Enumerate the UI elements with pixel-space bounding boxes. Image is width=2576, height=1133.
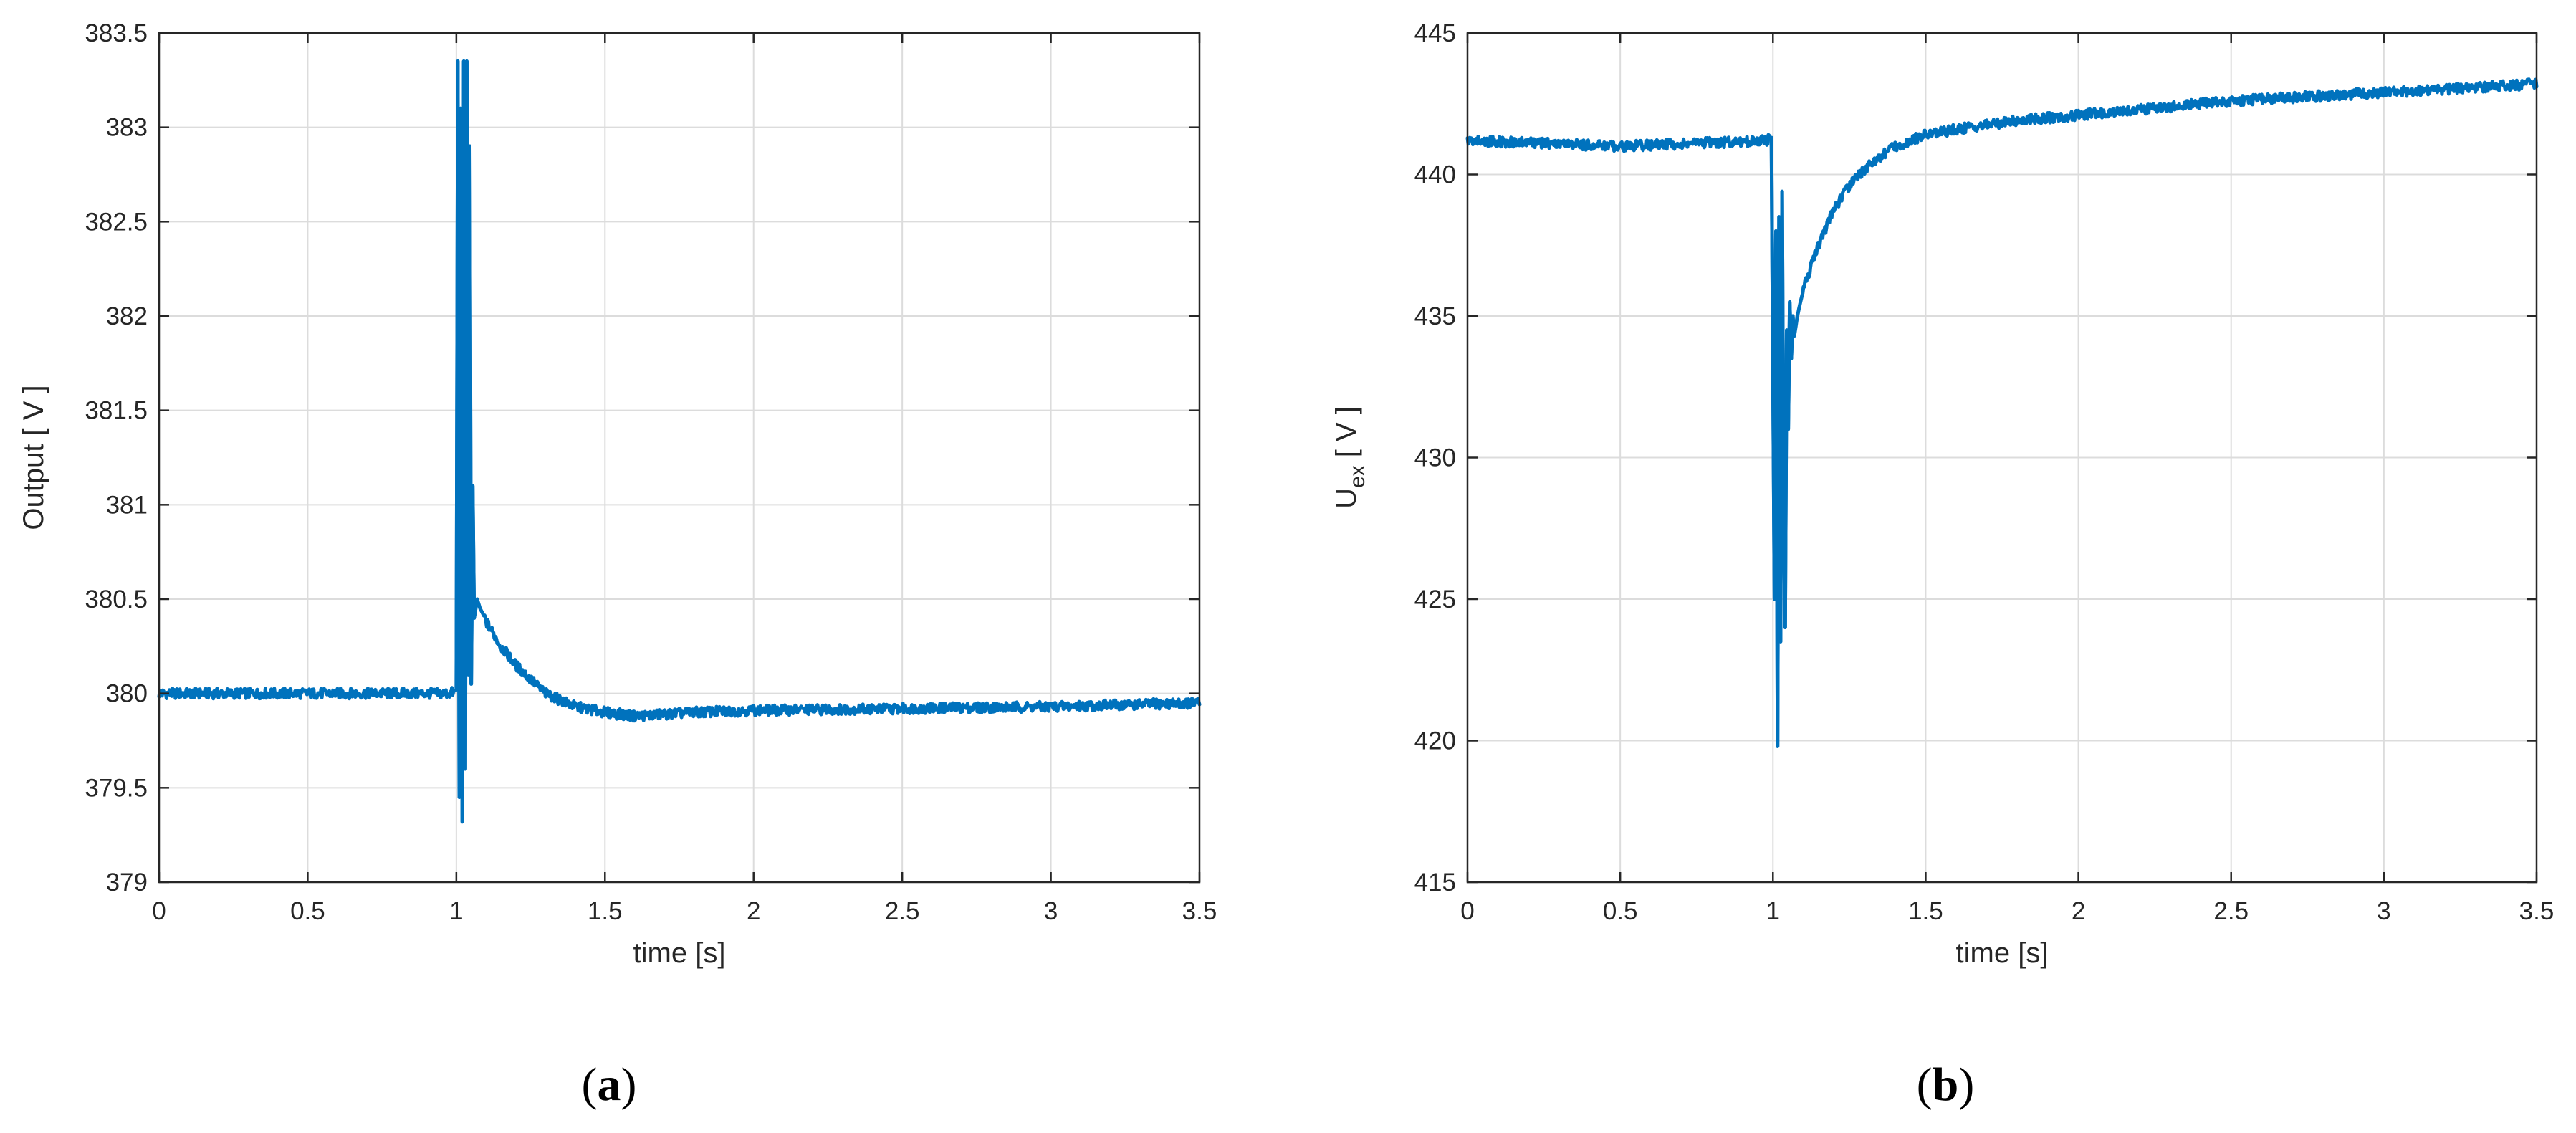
- x-tick-label: 3: [2377, 897, 2390, 925]
- chart-a: 0 0.5 1 1.5 2 2.5 3 3.5 379 379.5 380 380.5 381 381.5…: [18, 19, 1217, 969]
- x-tick-label: 0: [152, 897, 166, 925]
- y-tick-label: 379.5: [85, 774, 148, 802]
- x-tick-label: 0.5: [290, 897, 325, 925]
- x-tick-label: 1: [449, 897, 463, 925]
- x-tick-label: 3.5: [1182, 897, 1217, 925]
- y-tick-label: 383: [106, 114, 148, 142]
- y-axis-label: Output [ V ]: [18, 385, 49, 530]
- x-axis-label: time [s]: [633, 937, 726, 969]
- series-line: [1465, 77, 2539, 748]
- y-tick-label: 435: [1414, 302, 1456, 330]
- x-tick-label: 3.5: [2519, 897, 2555, 925]
- y-tick-label: 382.5: [85, 208, 148, 236]
- y-tick-label: 430: [1414, 444, 1456, 472]
- x-tick-label: 2: [747, 897, 760, 925]
- y-tick-label: 415: [1414, 869, 1456, 897]
- x-tick-label: 0: [1460, 897, 1474, 925]
- series-spike: [1769, 135, 1796, 748]
- panel-label-a: (a): [582, 1058, 637, 1111]
- y-tick-label: 381: [106, 491, 148, 519]
- chart-b: 0 0.5 1 1.5 2 2.5 3 3.5 415 420 425 430 435 440 445 tim…: [1331, 19, 2554, 969]
- y-tick-label: 379: [106, 869, 148, 897]
- y-tick-label: 425: [1414, 585, 1456, 613]
- y-tick-label: 445: [1414, 19, 1456, 47]
- x-tick-label: 0.5: [1603, 897, 1638, 925]
- y-tick-label: 382: [106, 302, 148, 330]
- x-tick-label: 1.5: [1908, 897, 1943, 925]
- y-tick-label: 440: [1414, 161, 1456, 189]
- series-spike: [454, 59, 479, 824]
- y-tick-label: 383.5: [85, 19, 148, 47]
- x-axis-label: time [s]: [1956, 937, 2049, 969]
- x-tick-label: 2.5: [885, 897, 920, 925]
- x-tick-label: 2.5: [2213, 897, 2249, 925]
- x-tick-label: 1.5: [588, 897, 623, 925]
- x-tick-label: 2: [2072, 897, 2085, 925]
- x-tick-label: 3: [1044, 897, 1058, 925]
- x-tick-label: 1: [1766, 897, 1780, 925]
- y-tick-label: 420: [1414, 727, 1456, 755]
- series-line: [157, 59, 1202, 824]
- y-tick-label: 380: [106, 680, 148, 708]
- y-tick-label: 381.5: [85, 397, 148, 425]
- y-axis-label: Uex [ V ]: [1331, 406, 1369, 509]
- plot-frame: [158, 32, 1201, 884]
- y-tick-label: 380.5: [85, 585, 148, 613]
- panel-label-b: (b): [1917, 1058, 1975, 1111]
